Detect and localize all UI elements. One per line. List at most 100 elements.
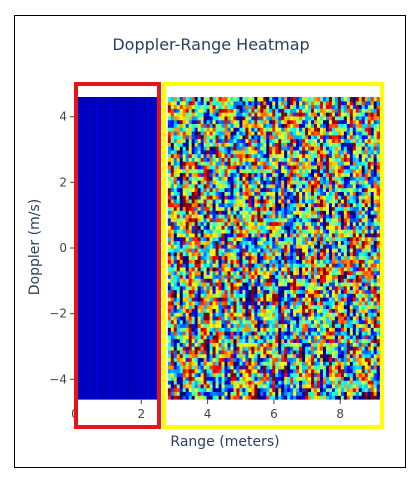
heatmap-cell [346,353,351,359]
heatmap-cell [308,112,312,117]
heatmap-cell [278,346,282,351]
heatmap-cell [266,285,270,291]
heatmap-cell [194,183,199,189]
heatmap-cell [236,138,241,143]
heatmap-cell [296,357,300,362]
heatmap-cell [242,327,246,332]
heatmap-cell [245,138,249,143]
heatmap-cell [251,342,255,347]
heatmap-cell [173,244,178,249]
heatmap-cell [209,191,214,196]
heatmap-cell [266,365,270,370]
heatmap-cell [197,164,202,170]
heatmap-cell [233,365,238,370]
heatmap-cell [218,353,223,359]
heatmap-cell [349,380,354,385]
heatmap-cell [287,187,291,192]
heatmap-cell [343,123,348,128]
heatmap-cell [227,372,232,377]
heatmap-cell [188,338,193,343]
heatmap-cell [227,266,232,272]
heatmap-cell [269,342,273,347]
heatmap-cell [340,100,345,106]
heatmap-cell [170,229,175,234]
heatmap-cell [311,255,315,260]
heatmap-cell [254,97,258,102]
heatmap-cell [227,210,232,215]
heatmap-cell [224,176,229,181]
heatmap-cell [248,214,252,219]
heatmap-cell [239,149,244,155]
heatmap-cell [325,323,330,328]
heatmap-cell [278,357,282,362]
heatmap-cell [176,134,181,140]
heatmap-cell [346,183,351,189]
heatmap-cell [263,346,267,351]
heatmap-cell [275,383,279,389]
heatmap-cell [275,221,279,226]
heatmap-cell [248,191,252,196]
heatmap-cell [290,380,294,385]
heatmap-cell [319,210,324,215]
heatmap-cell [176,297,181,302]
heatmap-cell [322,380,327,385]
heatmap-cell [343,334,348,340]
heatmap-cell [170,149,175,155]
heatmap-cell [188,361,193,366]
heatmap-cell [260,281,264,287]
heatmap-cell [206,176,211,181]
heatmap-cell [209,164,214,170]
heatmap-cell [209,274,214,279]
heatmap-cell [242,119,246,125]
heatmap-cell [293,346,297,351]
heatmap-cell [254,259,258,264]
heatmap-cell [224,183,229,189]
heatmap-cell [221,361,226,366]
heatmap-cell [260,346,264,351]
heatmap-cell [233,161,238,166]
heatmap-cell [337,334,342,340]
heatmap-cell [209,323,214,328]
heatmap-cell [349,164,354,170]
heatmap-cell [308,346,312,351]
heatmap-cell [322,285,327,291]
heatmap-cell [319,274,324,279]
heatmap-cell [278,225,282,230]
heatmap-cell [167,308,172,313]
heatmap-cell [287,134,291,140]
heatmap-cell [275,251,279,257]
heatmap-cell [185,127,190,132]
heatmap-cell [322,266,327,272]
heatmap-cell [322,270,327,276]
heatmap-cell [224,251,229,257]
heatmap-cell [191,289,196,294]
heatmap-cell [287,161,291,166]
heatmap-cell [254,214,258,219]
heatmap-cell [328,327,333,332]
heatmap-cell [209,127,214,132]
heatmap-cell [188,383,193,389]
heatmap-cell [319,119,324,125]
heatmap-cell [284,123,288,128]
heatmap-cell [272,259,276,264]
heatmap-cell [248,319,252,325]
heatmap-cell [263,259,267,264]
heatmap-cell [349,274,354,279]
heatmap-cell [254,278,258,283]
heatmap-cell [293,270,297,276]
heatmap-cell [218,180,223,185]
heatmap-cell [308,161,312,166]
heatmap-cell [317,195,321,200]
heatmap-cell [349,149,354,155]
heatmap-cell [224,308,229,313]
heatmap-cell [284,312,288,317]
heatmap-cell [212,270,217,276]
heatmap-cell [206,214,211,219]
heatmap-cell [197,255,202,260]
heatmap-cell [203,300,208,306]
heatmap-cell [278,251,282,257]
heatmap-cell [290,342,294,347]
heatmap-cell [305,289,309,294]
heatmap-cell [239,127,244,132]
heatmap-cell [263,214,267,219]
